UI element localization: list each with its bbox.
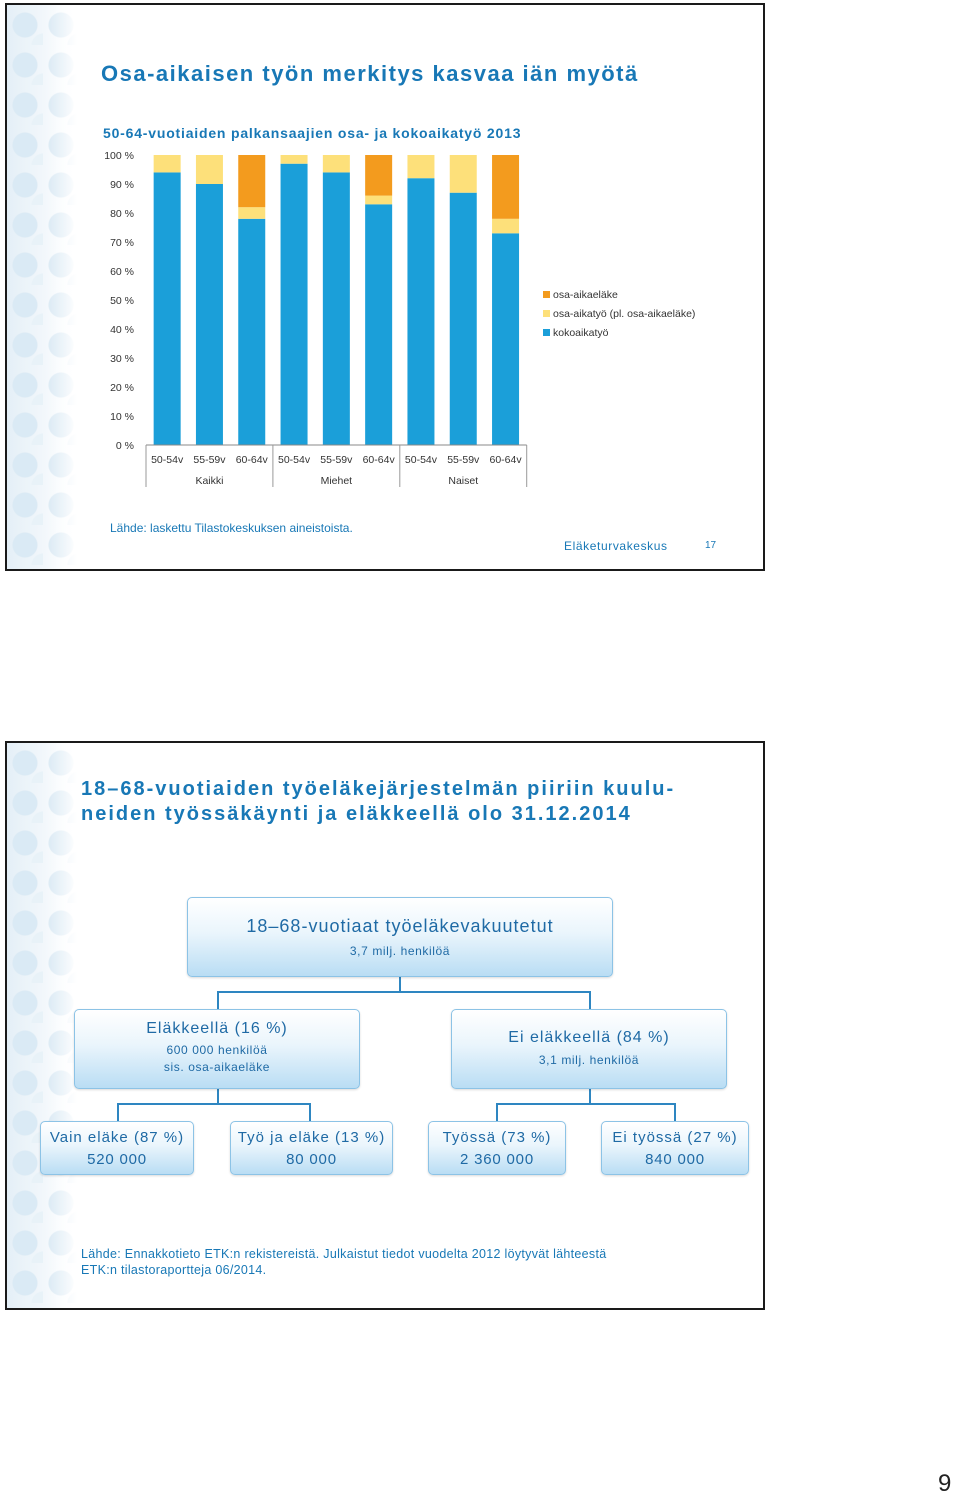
decorative-bubble-strip	[7, 743, 77, 1308]
y-tick-label: 10 %	[110, 411, 134, 423]
box-label: Vain eläke (87 %)	[49, 1129, 185, 1146]
x-tick-label: 60-64v	[363, 454, 396, 466]
box-label: Työssä (73 %)	[442, 1129, 552, 1146]
connector-line	[117, 1103, 311, 1105]
legend-label: osa-aikaeläke	[553, 289, 618, 301]
source-note: Lähde: laskettu Tilastokeskuksen aineist…	[110, 521, 353, 535]
group-label: Kaikki	[195, 475, 223, 487]
y-tick-label: 30 %	[110, 353, 134, 365]
not-retired-box: Ei eläkkeellä (84 %) 3,1 milj. henkilöä	[451, 1009, 727, 1089]
x-tick-label: 50-54v	[151, 454, 184, 466]
x-tick-label: 55-59v	[447, 454, 480, 466]
bar-segment	[195, 155, 223, 184]
connector-line	[399, 977, 401, 993]
bar-segment	[153, 172, 181, 445]
bar-segment	[322, 172, 350, 445]
source-line: ETK:n tilastoraportteja 06/2014.	[81, 1263, 267, 1277]
pension-only-box: Vain eläke (87 %) 520 000	[40, 1121, 194, 1175]
bar-segment	[492, 233, 520, 445]
bar-segment	[322, 155, 350, 173]
box-value: 840 000	[645, 1151, 705, 1168]
connector-line	[217, 1089, 219, 1105]
box-sub: sis. osa-aikaeläke	[163, 1060, 271, 1074]
connector-line	[589, 991, 591, 1009]
group-label: Naiset	[448, 475, 478, 487]
bar-segment	[492, 155, 520, 219]
box-label: Työ ja eläke (13 %)	[237, 1129, 386, 1146]
box-label: Ei työssä (27 %)	[612, 1129, 738, 1146]
box-value: 80 000	[286, 1151, 337, 1168]
box-label: Ei eläkkeellä (84 %)	[508, 1029, 670, 1046]
y-tick-label: 40 %	[110, 324, 134, 336]
y-tick-label: 50 %	[110, 295, 134, 307]
box-label: Eläkkeellä (16 %)	[146, 1020, 288, 1037]
connector-line	[217, 991, 219, 1009]
y-tick-label: 100 %	[104, 150, 134, 162]
connector-line	[217, 991, 591, 993]
bar-segment	[449, 155, 477, 193]
slide-pension-breakdown: 18–68-vuotiaiden työeläkejärjestelmän pi…	[5, 741, 765, 1310]
slide-number: 17	[705, 540, 717, 551]
bar-segment	[365, 195, 393, 205]
y-tick-label: 0 %	[116, 440, 134, 452]
y-tick-label: 70 %	[110, 237, 134, 249]
y-tick-label: 90 %	[110, 179, 134, 191]
x-tick-label: 55-59v	[320, 454, 353, 466]
connector-line	[309, 1103, 311, 1121]
y-tick-label: 60 %	[110, 266, 134, 278]
bar-segment	[280, 155, 308, 164]
bar-segment	[238, 155, 266, 208]
bar-segment	[492, 218, 520, 234]
slide-part-time-work: Osa-aikaisen työn merkitys kasvaa iän my…	[5, 3, 765, 571]
x-tick-label: 55-59v	[193, 454, 226, 466]
legend-label: osa-aikatyö (pl. osa-aikaeläke)	[553, 308, 695, 320]
bar-segment	[407, 155, 435, 179]
bar-segment	[153, 155, 181, 173]
box-label: 18–68-vuotiaat työeläkevakuutetut	[246, 916, 554, 936]
source-line: Lähde: Ennakkotieto ETK:n rekistereistä.…	[81, 1247, 607, 1261]
insured-total-box: 18–68-vuotiaat työeläkevakuutetut 3,7 mi…	[187, 897, 613, 977]
x-tick-label: 50-54v	[405, 454, 438, 466]
organization-name: Eläketurvakeskus	[564, 539, 668, 553]
decorative-bubble-strip	[7, 5, 77, 569]
box-sub: 600 000 henkilöä	[166, 1043, 268, 1057]
source-note: Lähde: Ennakkotieto ETK:n rekistereistä.…	[81, 1246, 607, 1278]
page-number: 9	[938, 1470, 952, 1497]
retired-box: Eläkkeellä (16 %) 600 000 henkilöä sis. …	[74, 1009, 360, 1089]
working-box: Työssä (73 %) 2 360 000	[428, 1121, 566, 1175]
not-working-box: Ei työssä (27 %) 840 000	[601, 1121, 749, 1175]
work-and-pension-box: Työ ja eläke (13 %) 80 000	[230, 1121, 393, 1175]
legend-swatch	[543, 310, 550, 317]
legend-swatch	[543, 329, 550, 336]
legend-swatch	[543, 291, 550, 298]
slide-title: 18–68-vuotiaiden työeläkejärjestelmän pi…	[81, 778, 676, 825]
connector-line	[496, 1103, 498, 1121]
box-value: 2 360 000	[460, 1151, 534, 1168]
bar-segment	[407, 178, 435, 445]
connector-line	[496, 1103, 676, 1105]
connector-line	[674, 1103, 676, 1121]
connector-line	[589, 1089, 591, 1105]
bar-segment	[365, 155, 393, 196]
y-tick-label: 20 %	[110, 382, 134, 394]
box-sub: 3,1 milj. henkilöä	[538, 1053, 640, 1067]
stacked-bar-chart: 0 % 10 % 20 % 30 % 40 % 50 % 60 % 70 % 80 % 90 % 1…	[104, 150, 695, 487]
chart-title: 50-64-vuotiaiden palkansaajien osa- ja k…	[103, 125, 522, 141]
slide-title: Osa-aikaisen työn merkitys kasvaa iän my…	[101, 61, 639, 86]
x-tick-label: 60-64v	[236, 454, 269, 466]
box-sub: 3,7 milj. henkilöä	[349, 944, 451, 958]
group-label: Miehet	[321, 475, 353, 487]
bar-segment	[280, 163, 308, 445]
bar-segment	[238, 218, 266, 445]
bar-segment	[238, 207, 266, 219]
box-value: 520 000	[87, 1151, 147, 1168]
x-tick-label: 60-64v	[489, 454, 522, 466]
legend-label: kokoaikatyö	[553, 327, 609, 339]
bar-segment	[449, 192, 477, 445]
connector-line	[117, 1103, 119, 1121]
bar-segment	[365, 204, 393, 445]
x-tick-label: 50-54v	[278, 454, 311, 466]
y-tick-label: 80 %	[110, 208, 134, 220]
bar-segment	[195, 184, 223, 445]
